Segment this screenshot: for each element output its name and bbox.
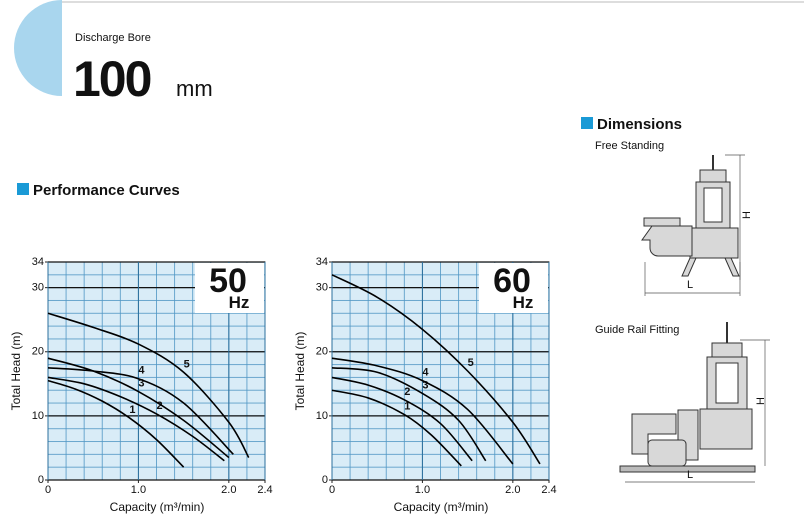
curve [331,389,462,467]
curve-label: 5 [468,357,474,369]
curve [47,379,185,468]
x-axis-label: Capacity (m³/min) [394,500,489,514]
y-tick-label: 30 [316,282,328,294]
frequency-value: 50 [209,262,247,300]
guide-rail-drawing [619,322,770,483]
x-tick-label: 2.4 [257,484,272,496]
x-tick-label: 1.0 [415,484,430,496]
curve-label: 2 [404,386,410,398]
y-tick-label: 20 [32,346,44,358]
curve [47,357,230,459]
curve-label: 2 [156,400,162,412]
y-tick-label: 10 [32,410,44,422]
y-tick-label: 34 [316,256,328,268]
curve [331,274,541,465]
x-tick-label: 2.0 [221,484,236,496]
y-tick-label: 0 [38,474,44,486]
x-tick-label: 1.0 [131,484,146,496]
curve [331,366,487,462]
curve-label: 4 [422,367,429,379]
curve [47,376,225,462]
x-tick-label: 0 [45,484,51,496]
y-tick-label: 34 [32,256,44,268]
curve-label: 5 [184,358,190,370]
frequency-unit: Hz [513,293,534,312]
y-tick-label: 0 [322,474,328,486]
y-axis-label: Total Head (m) [293,332,307,411]
dimensions-title: Dimensions [597,116,682,133]
section-marker [17,183,29,195]
bore-label: Discharge Bore [75,32,151,44]
header-badge [14,0,62,96]
curve [47,312,250,458]
y-tick-label: 10 [316,410,328,422]
y-tick-label: 30 [32,282,44,294]
curve-label: 3 [422,379,428,391]
bore-value: 100 [73,51,151,107]
y-tick-label: 20 [316,346,328,358]
curve-label: 1 [129,404,135,416]
y-axis-label: Total Head (m) [9,332,23,411]
x-tick-label: 2.4 [541,484,556,496]
dimension-length: L [687,469,693,481]
curve-label: 3 [138,378,144,390]
x-tick-label: 2.0 [505,484,520,496]
frequency-box [479,263,548,313]
curve-label: 1 [404,401,410,413]
x-axis-label: Capacity (m³/min) [110,500,205,514]
dimension-height: H [741,211,753,219]
drawing-label: Free Standing [595,140,664,152]
dimension-height: H [755,397,767,405]
dimension-length: L [687,279,693,291]
frequency-value: 60 [493,262,531,300]
section-title: Performance Curves [33,182,180,199]
curve-label: 4 [138,365,145,377]
section-marker [581,117,593,129]
curve [331,376,473,462]
free-standing-drawing [641,154,745,296]
frequency-box [195,263,264,313]
curve [331,357,514,465]
drawing-label: Guide Rail Fitting [595,324,679,336]
x-tick-label: 0 [329,484,335,496]
curve [47,366,234,455]
frequency-unit: Hz [229,293,250,312]
bore-unit: mm [176,76,213,101]
